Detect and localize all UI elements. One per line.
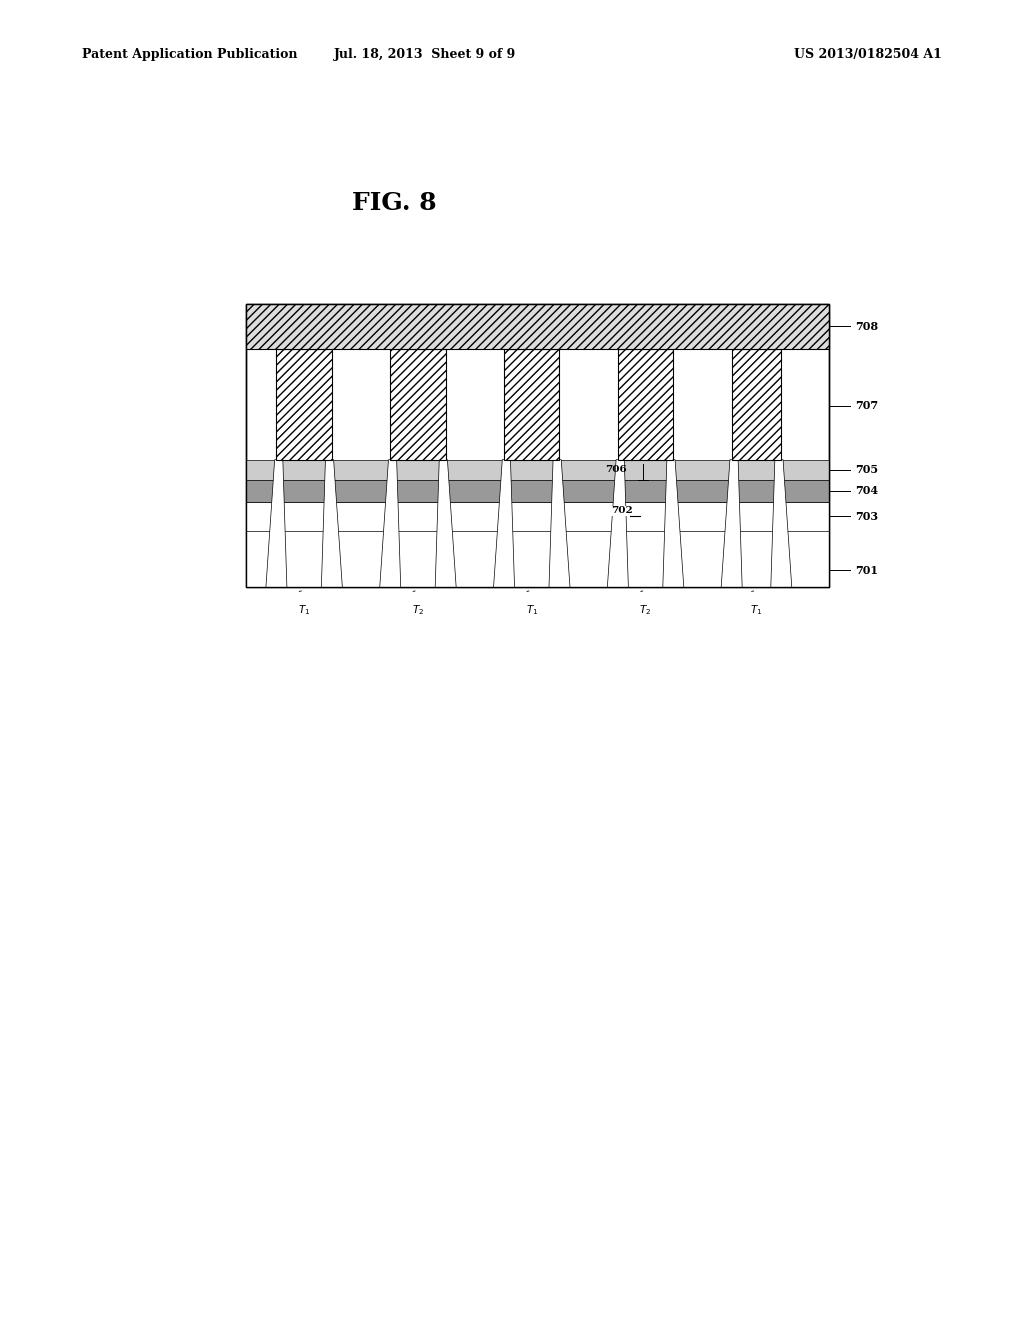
Polygon shape (721, 459, 742, 587)
Bar (246, 304, 829, 348)
Text: 703: 703 (855, 511, 879, 521)
Text: $T_{1}$: $T_{1}$ (751, 603, 763, 616)
Text: $T_{1}$: $T_{1}$ (525, 603, 538, 616)
Text: 708: 708 (855, 321, 879, 331)
Bar (246, 459, 829, 479)
Bar (732, 348, 781, 459)
Text: 704: 704 (855, 486, 879, 496)
Text: 705: 705 (855, 465, 879, 475)
Bar (390, 348, 445, 459)
Text: 707: 707 (855, 400, 879, 412)
Bar (246, 479, 829, 502)
Text: $T_{2}$: $T_{2}$ (412, 603, 424, 616)
Polygon shape (435, 459, 456, 587)
Bar (617, 348, 674, 459)
Polygon shape (322, 459, 342, 587)
Polygon shape (607, 459, 629, 587)
Polygon shape (266, 459, 287, 587)
Text: FIG. 8: FIG. 8 (352, 191, 436, 215)
Polygon shape (663, 459, 684, 587)
Text: 706: 706 (605, 465, 628, 474)
Text: 702: 702 (611, 507, 633, 515)
Bar (276, 348, 332, 459)
Text: $T_{2}$: $T_{2}$ (640, 603, 651, 616)
Polygon shape (549, 459, 570, 587)
Text: Patent Application Publication: Patent Application Publication (82, 48, 297, 61)
Bar (246, 304, 829, 587)
Text: $T_{1}$: $T_{1}$ (298, 603, 310, 616)
Bar (246, 531, 829, 587)
Polygon shape (771, 459, 792, 587)
Polygon shape (380, 459, 400, 587)
Bar (246, 304, 829, 587)
Text: Jul. 18, 2013  Sheet 9 of 9: Jul. 18, 2013 Sheet 9 of 9 (334, 48, 516, 61)
Polygon shape (494, 459, 514, 587)
Text: US 2013/0182504 A1: US 2013/0182504 A1 (795, 48, 942, 61)
Bar (246, 502, 829, 531)
Bar (504, 348, 559, 459)
Text: 701: 701 (855, 565, 878, 576)
